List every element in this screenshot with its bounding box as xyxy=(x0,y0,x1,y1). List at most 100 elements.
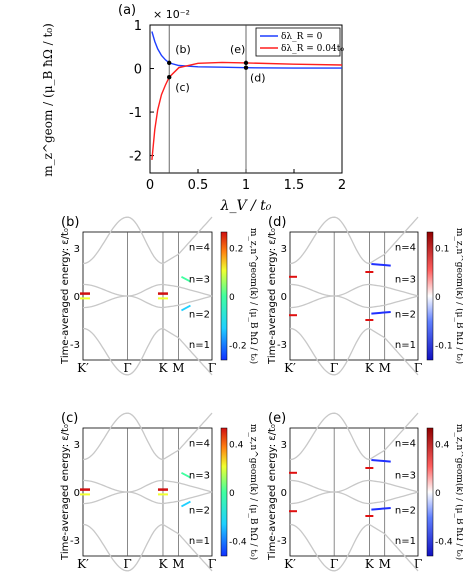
band-ytick: -3 xyxy=(277,340,287,351)
marker-label: (d) xyxy=(250,72,266,85)
colorbar-tick: 0 xyxy=(229,293,235,303)
colorbar-label: m_z,n^geom(k) / (μ_B ħΩ / t₀) xyxy=(248,228,259,364)
band-axes xyxy=(82,231,213,361)
panel-a: (a) × 10⁻² m_z^geom / (μ_B ħΩ / t₀) λ_V … xyxy=(41,3,346,214)
colorbar-label: m_z,n^geom(k) / (μ_B ħΩ / t₀) xyxy=(248,424,259,560)
band-xtick: Γ xyxy=(208,557,216,571)
colorbar-tick: -0.4 xyxy=(435,538,453,548)
band-xtick: Γ xyxy=(208,361,216,375)
marker-point xyxy=(243,60,249,66)
hotspot-green xyxy=(181,472,191,479)
legend-box xyxy=(255,27,341,57)
colorbar-tick: -0.2 xyxy=(229,342,247,352)
panel-a-xticks: 0 0.5 1 1.5 2 xyxy=(146,169,346,193)
band-line-3 xyxy=(82,479,213,493)
band-ytick: -3 xyxy=(70,340,80,351)
band-line-4 xyxy=(82,216,213,265)
band-line-4 xyxy=(82,412,213,461)
hotspot-cyan xyxy=(181,304,191,312)
band-xtick: K′ xyxy=(284,361,296,375)
band-ytick: 0 xyxy=(281,292,287,303)
band-line-2 xyxy=(289,295,419,309)
band-line-3 xyxy=(289,283,419,297)
hotspot-green xyxy=(181,276,191,283)
band-xtick: Γ xyxy=(330,361,338,375)
band-ytick: 0 xyxy=(74,488,80,499)
legend-label-0: δλ_R = 0 xyxy=(281,32,323,42)
band-line-3 xyxy=(289,479,419,493)
x-tick-label: 1 xyxy=(242,178,250,193)
band-line-2 xyxy=(82,295,213,309)
band-line-2 xyxy=(82,491,213,505)
band-ytick: 3 xyxy=(74,244,80,255)
colorbar xyxy=(426,427,434,557)
band-label: n=4 xyxy=(395,242,416,253)
band-label: n=1 xyxy=(189,536,210,547)
band-label: n=1 xyxy=(189,340,210,351)
panel-label: (d) xyxy=(268,215,286,230)
band-xtick: K xyxy=(365,361,375,375)
band-label: n=1 xyxy=(395,340,416,351)
band-ylabel: Time-averaged energy: ε/t₀ xyxy=(60,424,71,561)
band-xtick: Γ xyxy=(414,361,422,375)
x-tick-label: 2 xyxy=(338,178,346,193)
band-axes xyxy=(289,231,419,361)
band-ytick: 3 xyxy=(281,440,287,451)
y-tick-label: -2 xyxy=(129,150,142,165)
band-xtick: M xyxy=(379,361,391,375)
band-label: n=4 xyxy=(189,242,210,253)
colorbar-tick: 0.4 xyxy=(435,440,450,450)
colorbar-tick: 0 xyxy=(435,489,441,499)
marker-label: (e) xyxy=(230,43,245,56)
colorbar xyxy=(426,231,434,361)
band-ytick: 0 xyxy=(74,292,80,303)
colorbar-tick: 0 xyxy=(435,293,441,303)
band-ylabel: Time-averaged energy: ε/t₀ xyxy=(60,228,71,365)
band-label: n=2 xyxy=(395,310,416,321)
marker-point xyxy=(243,65,249,70)
hotspot-neg xyxy=(371,263,391,267)
panel-a-plot: (b) (c) (e) (d) xyxy=(151,25,343,173)
band-ytick: -3 xyxy=(70,536,80,547)
band-xtick: Γ xyxy=(123,361,131,375)
marker-label: (c) xyxy=(175,81,190,94)
legend: δλ_R = 0 δλ_R = 0.04t₀ xyxy=(255,27,344,57)
band-line-4 xyxy=(289,216,419,265)
band-xtick: Γ xyxy=(330,557,338,571)
panel-label: (b) xyxy=(61,215,79,230)
y-tick-label: 0 xyxy=(134,63,142,78)
band-label: n=2 xyxy=(189,310,210,321)
band-label: n=3 xyxy=(395,274,416,285)
band-line-3 xyxy=(82,283,213,297)
marker-point xyxy=(167,60,172,66)
colorbar xyxy=(220,427,228,557)
band-xtick: K′ xyxy=(284,557,296,571)
band-label: n=4 xyxy=(395,438,416,449)
band-label: n=3 xyxy=(189,274,210,285)
marker-label: (b) xyxy=(175,43,191,56)
x-tick-label: 0.5 xyxy=(188,178,209,193)
band-line-1 xyxy=(82,523,213,572)
colorbar-tick: -0.1 xyxy=(435,342,453,352)
series-line-1 xyxy=(151,61,343,160)
panel-e: (e)Time-averaged energy: ε/t₀ 3 0 -3 K′ Γ K M Γn… xyxy=(267,411,463,572)
panel-a-label: (a) xyxy=(118,3,136,18)
band-label: n=3 xyxy=(189,470,210,481)
band-xtick: K xyxy=(365,557,375,571)
colorbar-tick: 0.4 xyxy=(229,440,244,450)
panel-a-xlabel: λ_V / t₀ xyxy=(220,198,272,214)
y-tick-label: -1 xyxy=(129,106,142,121)
band-ytick: 3 xyxy=(74,440,80,451)
band-ytick: 0 xyxy=(281,488,287,499)
x-tick-label: 1.5 xyxy=(284,178,305,193)
panel-a-ylabel: m_z^geom / (μ_B ħΩ / t₀) xyxy=(41,23,55,177)
band-xtick: K xyxy=(158,557,168,571)
band-xtick: K xyxy=(158,361,168,375)
hotspot-neg xyxy=(371,311,391,315)
hotspot-cyan xyxy=(181,500,191,508)
panel-label: (c) xyxy=(61,411,78,426)
band-xtick: Γ xyxy=(123,557,131,571)
band-line-1 xyxy=(82,327,213,376)
panel-b: (b)Time-averaged energy: ε/t₀ 3 0 -3 K′ Γ K M Γn… xyxy=(60,215,259,376)
